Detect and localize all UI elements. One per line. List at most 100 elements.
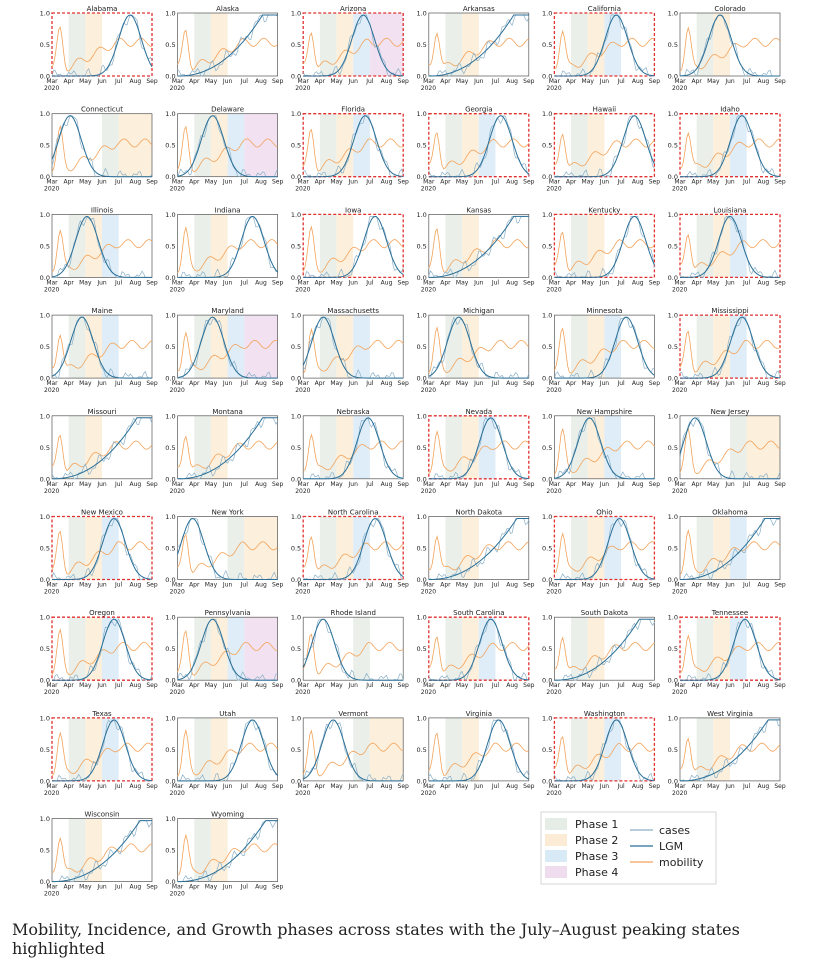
- x-tick-label: Mar: [549, 682, 561, 689]
- phase-band: [696, 113, 714, 177]
- x-tick-label: Apr: [691, 78, 702, 85]
- x-tick-label: Mar: [423, 582, 435, 589]
- x-tick-label: Jul: [240, 582, 249, 589]
- y-tick-label: 1.0: [165, 211, 175, 219]
- cases-line: [302, 719, 404, 782]
- x-tick-label: Mar: [172, 582, 184, 589]
- x-tick-label: Jun: [348, 179, 359, 186]
- x-tick-label: Jun: [222, 783, 233, 790]
- phase-band: [85, 717, 102, 781]
- mobility-line: [51, 836, 153, 873]
- state-panel: North Carolina 0.0 0.5 1.0 Mar Apr May Jun Jul Au…: [291, 509, 409, 596]
- x-tick-label: Apr: [315, 682, 326, 689]
- y-tick-label: 1.0: [668, 110, 678, 118]
- x-tick-label: Jul: [616, 682, 625, 689]
- panel-title: Pennsylvania: [205, 609, 251, 617]
- state-panel: New Mexico 0.0 0.5 1.0 Mar Apr May Jun Jul Aug Sep…: [40, 509, 158, 596]
- x-tick-label: Mar: [423, 481, 435, 488]
- mobility-line: [177, 534, 278, 574]
- x-tick-label: Jul: [240, 179, 249, 186]
- legend-line-label: cases: [659, 824, 690, 837]
- x-tick-label: Jul: [114, 481, 123, 488]
- x-tick-label: Aug: [632, 682, 644, 689]
- lgm-line: [680, 115, 781, 178]
- y-tick-label: 1.0: [542, 312, 552, 320]
- x-tick-label: Sep: [523, 78, 535, 85]
- panel-title: Montana: [212, 408, 243, 416]
- y-tick-label: 0.0: [542, 777, 552, 785]
- x-tick-label: Sep: [523, 582, 535, 589]
- x-tick-label: Mar: [172, 884, 184, 891]
- x-tick-label: Sep: [398, 279, 410, 286]
- x-tick-label: Sep: [146, 682, 158, 689]
- panel-title: Wyoming: [211, 811, 244, 819]
- x-tick-label: May: [582, 783, 595, 790]
- state-panel: North Dakota 0.0 0.5 1.0 Mar Apr May Jun Jul Aug S…: [416, 509, 534, 596]
- legend-line-label: LGM: [659, 840, 683, 853]
- x-tick-label: Mar: [172, 78, 184, 85]
- x-year-label: 2020: [170, 891, 185, 898]
- x-tick-label: Jun: [222, 279, 233, 286]
- phase-band: [85, 617, 102, 681]
- x-tick-label: Jun: [724, 78, 735, 85]
- y-tick-label: 0.5: [40, 41, 50, 49]
- x-tick-label: May: [205, 481, 218, 488]
- x-year-label: 2020: [546, 488, 561, 495]
- lgm-line: [428, 417, 529, 480]
- y-tick-label: 1.0: [416, 513, 426, 521]
- y-tick-label: 0.5: [40, 746, 50, 754]
- state-panel: Wisconsin 0.0 0.5 1.0 Mar Apr May Jun Jul Aug Sep 2…: [40, 811, 158, 898]
- x-tick-label: Aug: [381, 78, 393, 85]
- y-tick-label: 0.0: [165, 375, 175, 383]
- x-tick-label: Apr: [566, 78, 577, 85]
- y-tick-label: 0.5: [542, 444, 552, 452]
- x-tick-label: Jun: [473, 179, 484, 186]
- y-tick-label: 1.0: [165, 513, 175, 521]
- phase-band: [319, 315, 337, 379]
- axes-frame: [177, 113, 278, 178]
- lgm-line: [52, 820, 152, 883]
- x-tick-label: Aug: [255, 279, 267, 286]
- mobility-line: [302, 225, 404, 273]
- x-year-label: 2020: [546, 689, 561, 696]
- x-tick-label: Sep: [272, 682, 284, 689]
- x-year-label: 2020: [170, 286, 185, 293]
- phase-band: [210, 214, 228, 278]
- highlight-frame: [302, 515, 404, 581]
- panel-title: Maine: [91, 307, 112, 315]
- y-tick-label: 1.0: [40, 513, 50, 521]
- panel-title: Connecticut: [81, 106, 123, 114]
- x-tick-label: Jun: [473, 582, 484, 589]
- state-panel: Alabama 0.0 0.5 1.0 Mar Apr May Jun Jul Aug Sep 202…: [40, 5, 158, 92]
- x-tick-label: Jul: [114, 682, 123, 689]
- y-tick-label: 1.0: [668, 10, 678, 18]
- x-year-label: 2020: [44, 589, 59, 596]
- x-tick-label: Aug: [129, 481, 141, 488]
- x-tick-label: Jun: [222, 582, 233, 589]
- x-tick-label: Jul: [240, 884, 249, 891]
- x-tick-label: May: [582, 582, 595, 589]
- phase-band: [445, 113, 463, 177]
- x-tick-label: May: [205, 682, 218, 689]
- x-tick-label: May: [330, 582, 343, 589]
- state-panel: South Carolina 0.0 0.5 1.0 Mar Apr May Jun Jul Au…: [416, 609, 534, 696]
- lgm-line: [554, 719, 655, 782]
- phase-band: [227, 516, 245, 580]
- y-tick-label: 0.0: [416, 677, 426, 685]
- x-tick-label: Aug: [506, 682, 518, 689]
- y-tick-label: 1.0: [291, 412, 301, 420]
- y-tick-label: 0.5: [542, 645, 552, 653]
- x-tick-label: May: [456, 279, 469, 286]
- mobility-line: [302, 32, 404, 68]
- phase-band: [696, 214, 714, 278]
- axes-frame: [177, 415, 278, 480]
- x-tick-label: Aug: [129, 884, 141, 891]
- legend-phase-swatch: [545, 850, 567, 862]
- panel-title: Utah: [219, 710, 236, 718]
- x-tick-label: Apr: [691, 179, 702, 186]
- x-tick-label: Mar: [423, 78, 435, 85]
- y-tick-label: 0.0: [668, 375, 678, 383]
- lgm-line: [303, 517, 404, 580]
- x-tick-label: May: [456, 582, 469, 589]
- lgm-line: [428, 719, 530, 782]
